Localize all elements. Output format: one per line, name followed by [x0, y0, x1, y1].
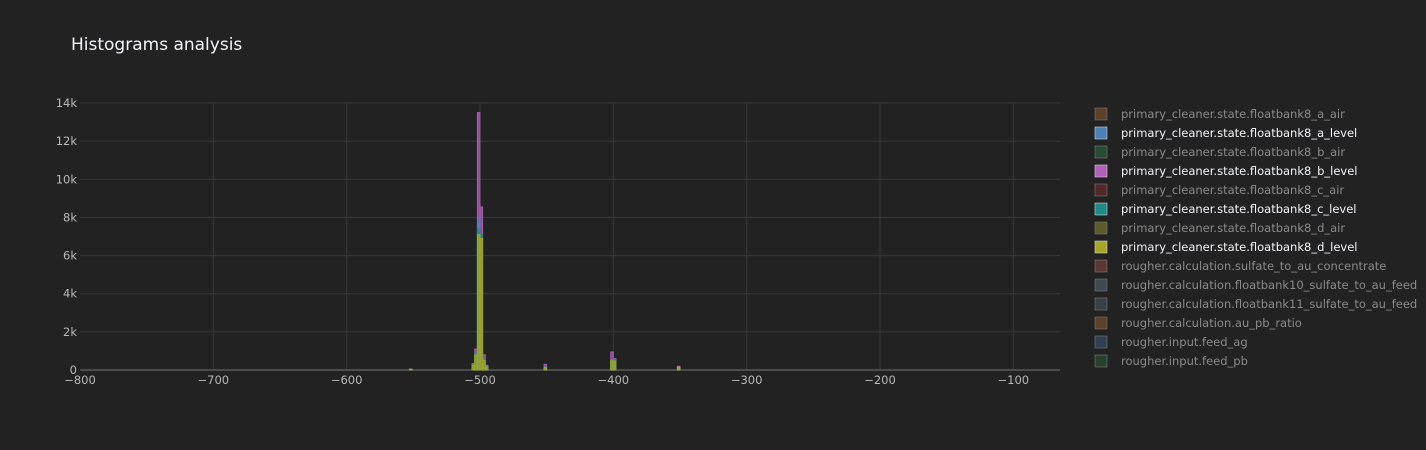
y-tick-label: 0: [70, 363, 77, 377]
legend-swatch[interactable]: [1094, 354, 1108, 368]
legend-item[interactable]: primary_cleaner.state.floatbank8_a_level: [1094, 126, 1357, 140]
legend-item[interactable]: primary_cleaner.state.floatbank8_b_level: [1094, 164, 1357, 178]
legend-item[interactable]: primary_cleaner.state.floatbank8_c_air: [1094, 183, 1344, 197]
histogram-bar[interactable]: [474, 354, 478, 371]
y-tick-label: 12k: [56, 134, 78, 148]
legend-item[interactable]: primary_cleaner.state.floatbank8_d_level: [1094, 240, 1357, 254]
legend-item[interactable]: primary_cleaner.state.floatbank8_b_air: [1094, 145, 1345, 159]
histogram-bar[interactable]: [479, 238, 484, 371]
legend-swatch[interactable]: [1094, 240, 1108, 254]
histogram-bar[interactable]: [612, 360, 617, 371]
y-tick-label: 6k: [63, 249, 77, 263]
legend-label[interactable]: rougher.calculation.floatbank11_sulfate_…: [1121, 297, 1417, 311]
x-tick-label: −600: [331, 373, 363, 387]
histogram-bar[interactable]: [471, 364, 476, 371]
legend-swatch[interactable]: [1094, 297, 1108, 311]
legend-item[interactable]: rougher.calculation.floatbank10_sulfate_…: [1094, 278, 1417, 292]
histogram-bar[interactable]: [482, 360, 486, 371]
x-tick-label: −400: [598, 373, 630, 387]
grid-lines: [80, 102, 1060, 370]
x-tick-label: −300: [731, 373, 763, 387]
plot-area[interactable]: [408, 112, 681, 371]
legend-label[interactable]: rougher.input.feed_pb: [1121, 354, 1248, 368]
legend-label[interactable]: rougher.calculation.floatbank10_sulfate_…: [1121, 278, 1417, 292]
legend-label[interactable]: primary_cleaner.state.floatbank8_b_level: [1121, 164, 1357, 178]
histogram-bar[interactable]: [476, 234, 481, 371]
histogram-bar[interactable]: [408, 368, 413, 371]
legend-swatch[interactable]: [1094, 202, 1108, 216]
legend-item[interactable]: rougher.calculation.sulfate_to_au_concen…: [1094, 259, 1386, 273]
y-tick-label: 8k: [63, 210, 77, 224]
legend-label[interactable]: primary_cleaner.state.floatbank8_d_level: [1121, 240, 1357, 254]
legend-label[interactable]: primary_cleaner.state.floatbank8_a_air: [1121, 107, 1345, 121]
y-tick-label: 4k: [63, 287, 77, 301]
x-tick-label: −800: [64, 373, 96, 387]
legend-label[interactable]: primary_cleaner.state.floatbank8_c_level: [1121, 202, 1357, 216]
y-tick-label: 10k: [56, 172, 78, 186]
legend-item[interactable]: primary_cleaner.state.floatbank8_a_air: [1094, 107, 1345, 121]
legend-label[interactable]: primary_cleaner.state.floatbank8_b_air: [1121, 145, 1345, 159]
legend-label[interactable]: primary_cleaner.state.floatbank8_c_air: [1121, 183, 1344, 197]
legend-swatch[interactable]: [1094, 126, 1108, 140]
legend: primary_cleaner.state.floatbank8_a_airpr…: [1094, 107, 1417, 368]
legend-swatch[interactable]: [1094, 107, 1108, 121]
legend-swatch[interactable]: [1094, 183, 1108, 197]
legend-item[interactable]: rougher.calculation.au_pb_ratio: [1094, 316, 1302, 330]
legend-label[interactable]: rougher.calculation.sulfate_to_au_concen…: [1121, 259, 1386, 273]
legend-label[interactable]: primary_cleaner.state.floatbank8_d_air: [1121, 221, 1345, 235]
legend-item[interactable]: rougher.calculation.floatbank11_sulfate_…: [1094, 297, 1417, 311]
legend-item[interactable]: primary_cleaner.state.floatbank8_c_level: [1094, 202, 1357, 216]
y-tick-label: 14k: [56, 96, 78, 110]
axes: 0 2k 4k 6k 8k 10k 12k 14k −800 −700 −600 −500 −400 −3…: [56, 96, 1060, 387]
legend-swatch[interactable]: [1094, 164, 1108, 178]
legend-label[interactable]: rougher.input.feed_ag: [1121, 335, 1248, 349]
legend-label[interactable]: rougher.calculation.au_pb_ratio: [1121, 316, 1302, 330]
legend-label[interactable]: primary_cleaner.state.floatbank8_a_level: [1121, 126, 1357, 140]
histogram-bar[interactable]: [676, 366, 681, 371]
x-tick-label: −100: [998, 373, 1030, 387]
histogram-bar[interactable]: [543, 366, 548, 371]
legend-item[interactable]: primary_cleaner.state.floatbank8_d_air: [1094, 221, 1345, 235]
legend-item[interactable]: rougher.input.feed_pb: [1094, 354, 1248, 368]
legend-swatch[interactable]: [1094, 278, 1108, 292]
x-tick-label: −200: [864, 373, 896, 387]
x-tick-label: −500: [464, 373, 496, 387]
legend-swatch[interactable]: [1094, 316, 1108, 330]
chart-title: Histograms analysis: [71, 35, 242, 55]
y-tick-label: 2k: [63, 325, 77, 339]
legend-item[interactable]: rougher.input.feed_ag: [1094, 335, 1248, 349]
legend-swatch[interactable]: [1094, 221, 1108, 235]
histogram-bar[interactable]: [484, 366, 489, 371]
legend-swatch[interactable]: [1094, 145, 1108, 159]
legend-swatch[interactable]: [1094, 259, 1108, 273]
x-tick-label: −700: [198, 373, 230, 387]
legend-swatch[interactable]: [1094, 335, 1108, 349]
